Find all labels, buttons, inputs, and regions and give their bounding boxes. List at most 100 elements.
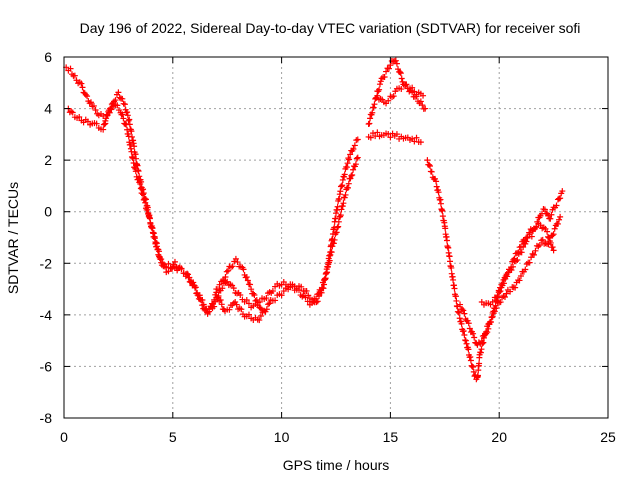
data-point (424, 157, 431, 164)
data-point (427, 163, 434, 170)
data-point (497, 284, 504, 291)
data-point (251, 292, 258, 299)
data-point (437, 200, 444, 207)
data-point (338, 206, 345, 213)
data-point (523, 261, 530, 268)
data-point (146, 214, 153, 221)
data-point (219, 285, 226, 292)
data-point (487, 319, 494, 326)
data-point (240, 266, 247, 273)
data-point (204, 310, 211, 317)
data-point (556, 216, 563, 223)
data-point (377, 78, 384, 85)
data-point (345, 180, 352, 187)
data-point (409, 84, 416, 91)
x-tick-label: 20 (491, 429, 507, 445)
data-point (223, 268, 230, 275)
data-point (255, 299, 262, 306)
data-point (402, 81, 409, 88)
data-point (119, 95, 126, 102)
data-point (392, 57, 399, 64)
y-tick-label: 6 (44, 49, 52, 65)
data-point (226, 306, 233, 313)
data-point (494, 292, 501, 299)
data-point (82, 91, 89, 98)
data-point (217, 297, 224, 304)
data-point (553, 202, 560, 209)
data-point (426, 161, 433, 168)
data-point (347, 151, 354, 158)
data-point (460, 307, 467, 314)
x-tick-label: 5 (169, 429, 177, 445)
x-tick-label: 25 (600, 429, 616, 445)
data-point (150, 230, 157, 237)
data-point (76, 113, 83, 120)
plot-frame (63, 56, 609, 419)
data-point (549, 244, 556, 251)
data-point (158, 256, 165, 263)
data-point (266, 300, 273, 307)
data-point (322, 276, 329, 283)
data-point (461, 310, 468, 317)
data-point (471, 334, 478, 341)
data-point (459, 306, 466, 313)
data-point (315, 290, 322, 297)
data-point (178, 266, 185, 273)
data-point (495, 287, 502, 294)
data-point (103, 115, 110, 122)
data-point (247, 281, 254, 288)
data-point (135, 176, 142, 183)
data-point (559, 188, 566, 195)
data-point (467, 357, 474, 364)
data-point (192, 284, 199, 291)
data-point (480, 332, 487, 339)
data-point (385, 65, 392, 72)
data-point (510, 256, 517, 263)
data-point (128, 128, 135, 135)
data-point (502, 294, 509, 301)
data-point (371, 101, 378, 108)
data-point (245, 311, 252, 318)
data-point (413, 134, 420, 141)
data-point (526, 259, 533, 266)
data-point (137, 185, 144, 192)
data-point (116, 94, 123, 101)
data-point (185, 271, 192, 278)
data-point (526, 229, 533, 236)
series-track-h (457, 213, 564, 348)
data-point (337, 188, 344, 195)
data-point (327, 251, 334, 258)
data-point (428, 168, 435, 175)
x-axis-label: GPS time / hours (283, 457, 390, 473)
data-point (245, 300, 252, 307)
data-point (144, 206, 151, 213)
data-point (115, 89, 122, 96)
data-point (521, 237, 528, 244)
data-point (79, 84, 86, 91)
data-point (330, 240, 337, 247)
data-point (90, 102, 97, 109)
data-point (482, 331, 489, 338)
data-point (311, 299, 318, 306)
data-point (417, 139, 424, 146)
data-point (488, 314, 495, 321)
series-track-d (365, 129, 424, 146)
data-point (390, 93, 397, 100)
data-point (331, 236, 338, 243)
data-point (398, 75, 405, 82)
data-point (393, 60, 400, 67)
data-point (141, 197, 148, 204)
data-point (340, 200, 347, 207)
data-point (551, 225, 558, 232)
data-point (303, 287, 310, 294)
data-point (458, 320, 465, 327)
data-point (218, 301, 225, 308)
data-point (104, 112, 111, 119)
data-point (265, 301, 272, 308)
data-point (516, 277, 523, 284)
series-track-c (213, 255, 266, 313)
data-point (314, 291, 321, 298)
data-point (376, 81, 383, 88)
data-point (433, 183, 440, 190)
